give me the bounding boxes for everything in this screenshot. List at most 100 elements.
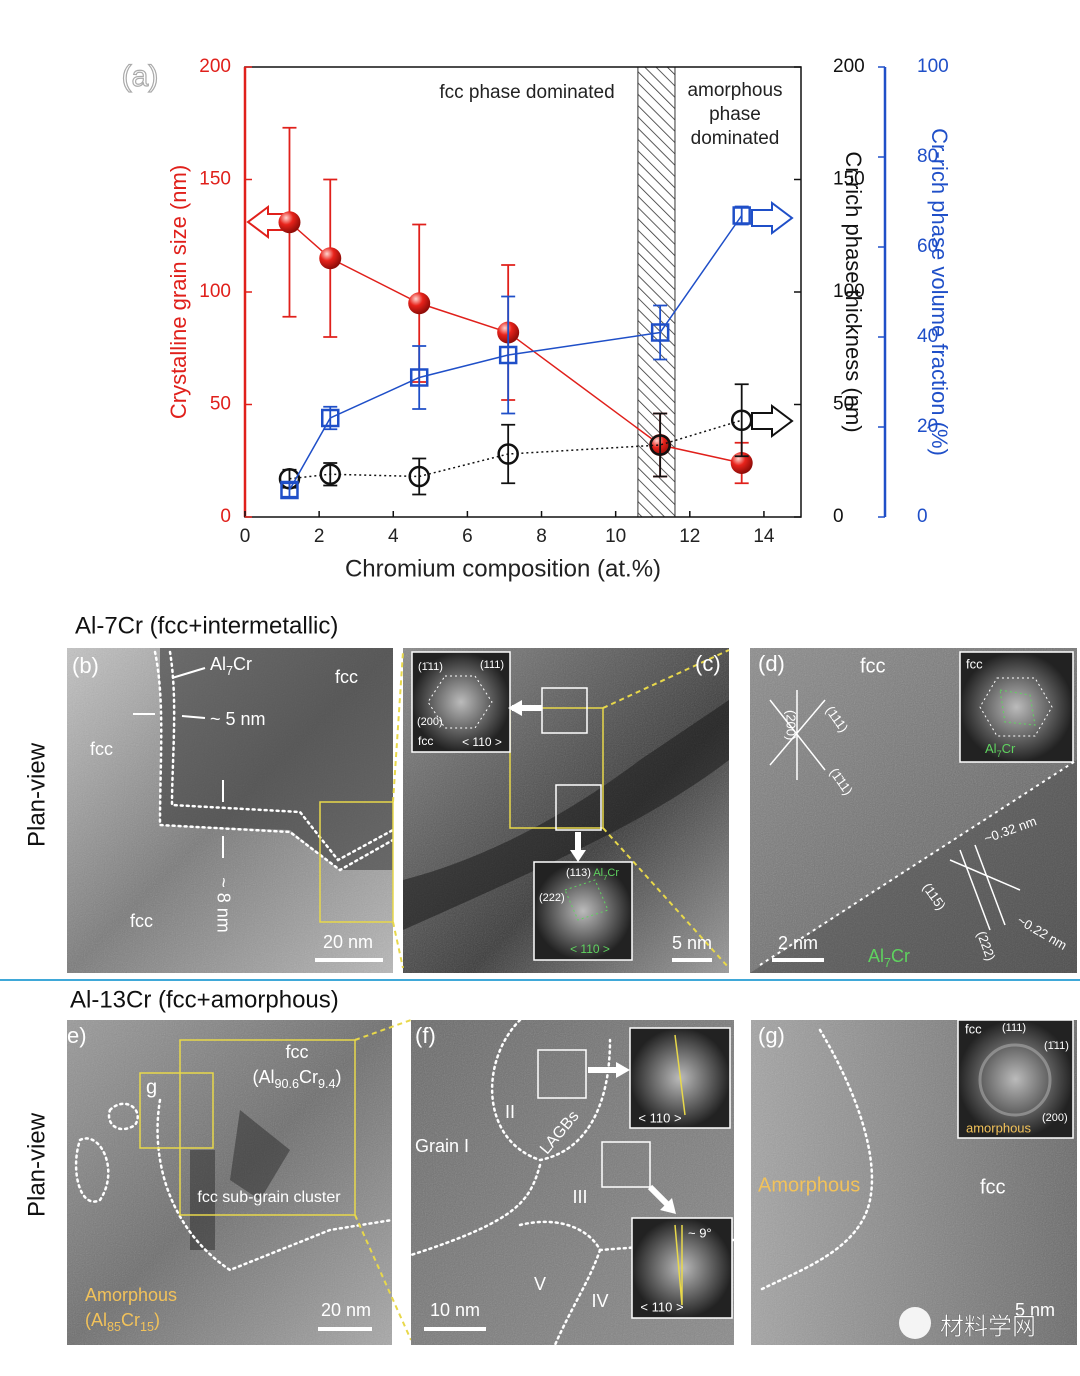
zone-axis-label: < 110 > bbox=[640, 1299, 683, 1314]
zone-axis-label: < 110 > bbox=[570, 942, 610, 956]
data-point bbox=[498, 345, 518, 365]
y-tick-label: 50 bbox=[210, 394, 231, 415]
panel-label: (b) bbox=[72, 653, 99, 678]
y-tick-label: 0 bbox=[917, 506, 928, 527]
inset-phase-label: Al7Cr bbox=[985, 741, 1016, 759]
scale-bar-label: 10 nm bbox=[430, 1300, 480, 1320]
x-tick-label: 4 bbox=[388, 526, 399, 547]
axis-arrow bbox=[751, 201, 794, 235]
y-tick-label: 20 bbox=[917, 416, 938, 437]
error-bar bbox=[501, 295, 516, 415]
axis-arrow bbox=[751, 404, 794, 438]
y-tick-label: 200 bbox=[199, 56, 231, 77]
scale-bar-label: 20 nm bbox=[323, 932, 373, 952]
data-point bbox=[321, 408, 340, 428]
error-bar bbox=[734, 383, 749, 458]
panel-label: (d) bbox=[758, 651, 785, 676]
y-tick-label: 150 bbox=[199, 169, 231, 190]
phase-label: Al7Cr bbox=[868, 946, 910, 971]
y-tick-label: 0 bbox=[833, 506, 844, 527]
error-bar bbox=[412, 457, 427, 496]
diffraction-spot-label: (200) bbox=[1042, 1112, 1068, 1124]
panel-e: e) fcc (Al90.6Cr9.4) g fcc sub-grain clu… bbox=[67, 1019, 412, 1345]
row-title: Al-7Cr (fcc+intermetallic) bbox=[75, 612, 338, 639]
diffraction-spot-label: (113) Al7Cr bbox=[566, 867, 619, 882]
phase-label: Amorphous bbox=[85, 1285, 177, 1305]
diffraction-spot-label: (222) bbox=[539, 892, 565, 904]
y-axis-title: Cr-rich phase thickness (nm) bbox=[841, 151, 866, 432]
panel-label: (c) bbox=[695, 651, 721, 676]
scale-bar-label: 20 nm bbox=[321, 1300, 371, 1320]
panel-label: e) bbox=[67, 1023, 87, 1048]
x-tick-label: 14 bbox=[753, 526, 775, 547]
data-point bbox=[408, 292, 431, 315]
grain-label: Grain I bbox=[415, 1136, 469, 1156]
x-tick-label: 6 bbox=[462, 526, 473, 547]
data-point bbox=[319, 247, 342, 270]
grain-label: V bbox=[534, 1274, 546, 1294]
y-tick-label: 100 bbox=[917, 56, 949, 77]
chart-a: (a) 0 2 4 6 8 10 12 14 Chromium composition (at.… bbox=[121, 56, 952, 582]
error-bar bbox=[501, 423, 516, 485]
scale-bar-label: 5 nm bbox=[1015, 1300, 1055, 1320]
x-tick-label: 2 bbox=[314, 526, 325, 547]
grain-label: IV bbox=[591, 1291, 608, 1311]
scale-bar-label: 2 nm bbox=[778, 933, 818, 953]
plane-label: (200) bbox=[784, 710, 799, 740]
scale-bar-label: 5 nm bbox=[672, 933, 712, 953]
x-tick-label: 12 bbox=[679, 526, 700, 547]
phase-label: fcc bbox=[980, 1176, 1006, 1198]
data-point bbox=[730, 409, 753, 431]
y-tick-label: 40 bbox=[917, 326, 938, 347]
panel-c: (1̄11) (111) (200) fcc < 110 > (113) Al7… bbox=[392, 648, 730, 973]
row-side-label: Plan-view bbox=[23, 742, 50, 847]
annotation: phase bbox=[709, 104, 761, 125]
phase-label: fcc bbox=[335, 667, 358, 687]
region-label: fcc sub-grain cluster bbox=[197, 1189, 341, 1206]
annotation: amorphous bbox=[687, 80, 782, 101]
data-point bbox=[280, 480, 299, 500]
phase-label: fcc bbox=[90, 739, 113, 759]
annotation: fcc phase dominated bbox=[439, 82, 614, 103]
error-bar bbox=[653, 412, 668, 478]
diffraction-spot-label: (200) bbox=[417, 716, 443, 728]
zone-axis-label: < 110 > bbox=[462, 735, 502, 749]
x-tick-label: 0 bbox=[240, 526, 251, 547]
panel-d: (d) fcc (200) (111) (1̄11) ~0.32 nm (115… bbox=[750, 648, 1078, 973]
error-bar bbox=[282, 482, 297, 498]
y-tick-label: 200 bbox=[833, 56, 865, 77]
inset-phase-label: fcc bbox=[966, 656, 983, 671]
y-tick-label: 150 bbox=[833, 169, 865, 190]
y-tick-label: 100 bbox=[199, 281, 231, 302]
panel-g: (g) fcc (111) (1̄11) (200) amorphous Amo… bbox=[751, 1019, 1077, 1345]
phase-label: fcc bbox=[285, 1042, 308, 1062]
row-title: Al-13Cr (fcc+amorphous) bbox=[70, 986, 339, 1013]
data-point bbox=[409, 368, 429, 387]
zone-axis-label: < 110 > bbox=[638, 1110, 681, 1125]
composition-label: (Al90.6Cr9.4) bbox=[252, 1067, 341, 1092]
diffraction-spot-label: (1̄11) bbox=[1044, 1040, 1069, 1052]
panel-label: (f) bbox=[415, 1023, 436, 1048]
data-point bbox=[408, 465, 430, 488]
y-tick-label: 0 bbox=[220, 506, 231, 527]
inset-phase-label: fcc bbox=[965, 1021, 982, 1036]
y-tick-label: 100 bbox=[833, 281, 865, 302]
y-axis-title: Cr-rich phase volume fraction (%) bbox=[927, 128, 952, 456]
diffraction-spot-label: (1̄11) bbox=[418, 661, 443, 673]
error-bar bbox=[653, 304, 668, 361]
data-point bbox=[319, 463, 342, 485]
phase-label: fcc bbox=[860, 655, 886, 677]
thickness-label: ~ 5 nm bbox=[210, 709, 266, 729]
phase-label: Amorphous bbox=[758, 1174, 860, 1196]
error-bar bbox=[323, 462, 338, 487]
data-point bbox=[278, 211, 301, 234]
y-tick-label: 60 bbox=[917, 236, 938, 257]
x-axis-title: Chromium composition (at.%) bbox=[345, 555, 661, 582]
y-tick-label: 80 bbox=[917, 146, 938, 167]
data-point bbox=[497, 443, 519, 465]
row-side-label: Plan-view bbox=[23, 1112, 50, 1217]
inset-mark: g bbox=[146, 1076, 157, 1098]
y-axis-title: Crystalline grain size (nm) bbox=[166, 165, 191, 419]
thickness-label: ~ 8 nm bbox=[213, 877, 233, 933]
